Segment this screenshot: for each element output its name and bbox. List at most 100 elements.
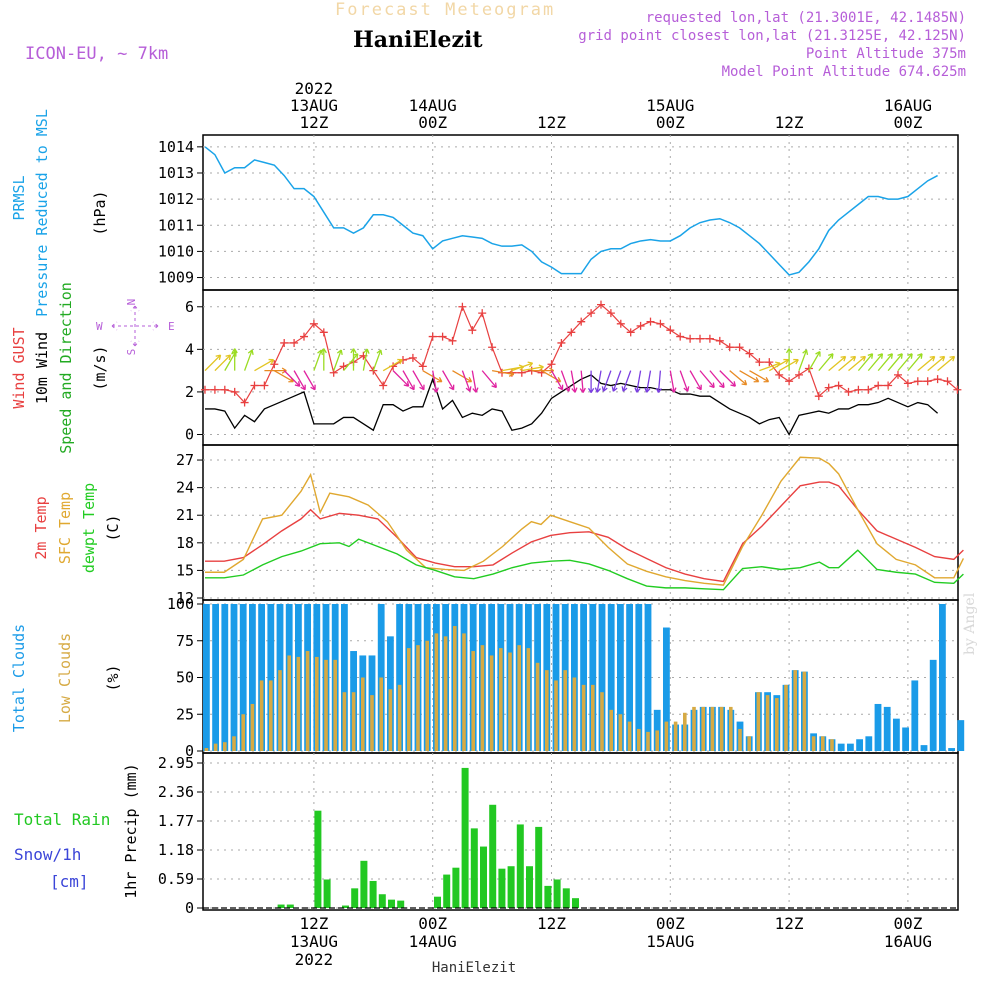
- wind-arrow: [521, 366, 544, 372]
- wind-arrow-head: [634, 387, 641, 393]
- wind-arrow-head: [860, 355, 866, 362]
- wind-arrow: [372, 349, 382, 371]
- wind-arrow-head: [949, 355, 956, 362]
- wind-arrow: [204, 354, 222, 372]
- low-cloud-bar: [379, 677, 383, 751]
- total-cloud-bar: [589, 604, 597, 751]
- gust-marker: [597, 300, 605, 309]
- wind-arrow-head: [564, 386, 571, 392]
- low-cloud-bar: [333, 659, 337, 751]
- low-cloud-bar: [259, 680, 264, 751]
- ytick-label-precip: 1.77: [158, 812, 194, 830]
- temp-unit-label: (C): [104, 514, 122, 541]
- gust-marker: [418, 362, 427, 371]
- total-cloud-label: Total Clouds: [10, 624, 28, 732]
- low-cloud-bar: [738, 728, 742, 751]
- total-cloud-bar: [837, 743, 845, 751]
- compass-n: N: [125, 299, 138, 306]
- rain-bar: [498, 868, 506, 908]
- gust-marker: [230, 387, 239, 396]
- low-cloud-bar: [756, 692, 761, 751]
- low-cloud-bar: [342, 692, 347, 751]
- low-cloud-bar: [278, 670, 282, 751]
- prmsl-label: PRMSL: [10, 175, 28, 220]
- low-cloud-bar: [830, 739, 834, 751]
- top-time-label: 13AUG: [290, 96, 338, 115]
- top-time-label: 14AUG: [409, 96, 457, 115]
- rain-bar: [526, 866, 533, 908]
- compass-w: W: [96, 320, 103, 333]
- total-cloud-bar: [865, 736, 873, 751]
- t2m-line: [205, 481, 964, 583]
- wind-arrow-head: [601, 386, 608, 392]
- low-cloud-bar: [397, 684, 402, 751]
- wind-arrow: [481, 370, 497, 388]
- wind-arrow: [749, 370, 769, 383]
- rain-bar: [434, 896, 441, 908]
- low-cloud-bar: [784, 684, 788, 751]
- low-cloud-bar: [646, 731, 650, 751]
- low-cloud-label: Low Clouds: [56, 633, 74, 723]
- low-cloud-bar: [361, 677, 365, 751]
- total-cloud-bar: [847, 743, 854, 751]
- wind-arrow-head: [310, 384, 316, 391]
- low-cloud-bar: [673, 721, 678, 751]
- low-cloud-bar: [692, 706, 696, 751]
- low-cloud-bar: [729, 706, 733, 751]
- gust-marker: [814, 392, 823, 401]
- prmsl-unit-label: (hPa): [91, 190, 109, 235]
- panel-frame-temperature: [202, 444, 959, 601]
- wind-arrow-head: [409, 384, 415, 391]
- wind-arrow-head: [719, 382, 725, 389]
- wind-arrow: [709, 370, 725, 388]
- gust-marker: [953, 385, 962, 394]
- wind-arrow: [636, 370, 642, 393]
- total-cloud-bar: [856, 739, 863, 751]
- wind-arrow: [657, 370, 662, 393]
- total-cloud-bar: [607, 604, 615, 751]
- wind-arrow: [887, 353, 903, 372]
- wind-arrow-head: [709, 382, 715, 389]
- wind-arrow: [214, 354, 231, 372]
- wind-arrow: [471, 370, 477, 393]
- gust-marker: [240, 398, 249, 407]
- wind-arrow-head: [579, 387, 586, 393]
- rain-bar: [544, 885, 552, 908]
- top-time-label: 00Z: [656, 113, 685, 132]
- wind-arrow: [612, 370, 622, 392]
- low-cloud-bar: [572, 677, 577, 751]
- ytick-label-pressure: 1010: [158, 242, 194, 260]
- wind-arrow-head: [897, 353, 903, 359]
- wind-arrow: [917, 355, 936, 372]
- rain-bar: [277, 904, 285, 908]
- low-cloud-bar: [434, 633, 439, 751]
- low-cloud-bar: [710, 706, 715, 751]
- low-cloud-bar: [443, 636, 448, 751]
- gust-marker: [834, 381, 843, 390]
- model-altitude: Model Point Altitude 674.625m: [721, 64, 966, 80]
- wind-arrow: [699, 370, 715, 388]
- gust-marker: [666, 326, 675, 335]
- gust-marker: [686, 334, 695, 343]
- wind-arrow: [491, 369, 514, 376]
- low-cloud-bar: [563, 670, 567, 751]
- wind-arrow: [719, 370, 736, 387]
- wind-arrow: [243, 349, 253, 371]
- wind-unit-label: (m/s): [91, 345, 109, 390]
- compass-icon: [111, 305, 159, 347]
- wind-arrow-head: [363, 348, 370, 354]
- low-cloud-bar: [765, 695, 770, 751]
- low-cloud-bar: [802, 671, 807, 751]
- total-cloud-bar: [212, 604, 219, 751]
- gust-marker: [923, 377, 932, 386]
- wind-arrow: [818, 353, 834, 372]
- ytick-label-precip: 2.95: [158, 754, 194, 772]
- gust-marker: [824, 383, 833, 392]
- bottom-time-label: 00Z: [893, 914, 922, 933]
- gust-marker: [844, 387, 853, 396]
- gust-label: Wind GUST: [10, 327, 28, 408]
- ytick-label-wind: 2: [185, 383, 194, 401]
- wind-arrow: [759, 362, 781, 372]
- gust-marker: [300, 332, 308, 341]
- wind-arrow-head: [465, 386, 472, 392]
